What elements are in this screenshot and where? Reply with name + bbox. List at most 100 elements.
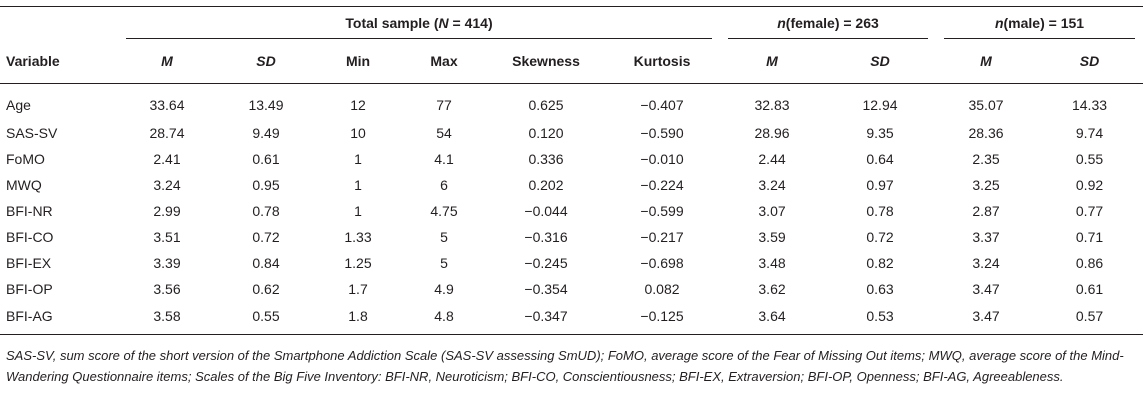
group-female-var: n — [777, 15, 786, 31]
group-male-var: n — [994, 15, 1004, 31]
cell-total-sd: 9.49 — [252, 125, 280, 141]
group-header-row: Total sample (N = 414) n(female) = 263 n… — [0, 6, 1143, 39]
cell-skewness: 0.625 — [528, 97, 564, 113]
column-header-row: Variable M SD Min Max Skewness Kurtosis … — [0, 39, 1143, 84]
table-row: BFI-NR 2.99 0.78 1 4.75 −0.044 −0.599 3.07 0.78 2… — [0, 198, 1143, 224]
cell-skewness: 0.202 — [528, 177, 564, 193]
cell-total-sd: 0.95 — [252, 177, 280, 193]
cell-total-mean: 3.51 — [153, 229, 181, 245]
group-header-empty — [0, 6, 118, 39]
column-header-male-sd: SD — [1036, 39, 1143, 84]
cell-male-mean: 2.35 — [972, 151, 1000, 167]
cell-max: 6 — [440, 177, 448, 193]
group-male-suffix: (male) = 151 — [1003, 15, 1085, 31]
cell-male-mean: 3.24 — [972, 255, 1000, 271]
column-header-skewness: Skewness — [488, 39, 604, 84]
cell-total-mean: 28.74 — [149, 125, 185, 141]
cell-skewness: 0.120 — [528, 125, 564, 141]
table-body: Age 33.64 13.49 12 77 0.625 −0.407 32.83 12.94 35… — [0, 84, 1143, 335]
cell-min: 1.25 — [344, 255, 372, 271]
cell-female-mean: 3.59 — [758, 229, 786, 245]
cell-female-sd: 9.35 — [866, 125, 894, 141]
cell-total-mean: 2.41 — [153, 151, 181, 167]
cell-male-sd: 0.71 — [1075, 229, 1104, 245]
cell-total-sd: 0.72 — [252, 229, 280, 245]
cell-kurtosis: −0.599 — [640, 203, 684, 219]
cell-total-sd: 13.49 — [248, 97, 284, 113]
cell-female-mean: 3.07 — [758, 203, 786, 219]
cell-male-mean: 3.37 — [972, 229, 1000, 245]
cell-kurtosis: −0.217 — [640, 229, 684, 245]
cell-min: 1.8 — [316, 302, 400, 335]
cell-total-mean: 3.24 — [153, 177, 181, 193]
cell-max: 4.9 — [434, 281, 454, 297]
cell-male-sd: 0.77 — [1075, 203, 1104, 219]
cell-variable: SAS-SV — [6, 125, 58, 141]
cell-female-sd: 0.63 — [866, 281, 894, 297]
table-row: FoMO 2.41 0.61 1 4.1 0.336 −0.010 2.44 0.64 2.35 0… — [0, 146, 1143, 172]
cell-min: 1 — [354, 177, 362, 193]
cell-kurtosis: −0.407 — [640, 97, 684, 113]
table-row: BFI-CO 3.51 0.72 1.33 5 −0.316 −0.217 3.59 0.72 3… — [0, 224, 1143, 250]
cell-total-sd: 0.62 — [252, 281, 280, 297]
cell-male-mean: 28.36 — [968, 125, 1004, 141]
cell-variable: BFI-EX — [6, 255, 52, 271]
cell-male-sd: 0.86 — [1075, 255, 1104, 271]
cell-variable: FoMO — [6, 151, 45, 167]
cell-kurtosis: −0.698 — [640, 255, 684, 271]
cell-female-mean: 3.62 — [758, 281, 786, 297]
cell-female-sd: 12.94 — [862, 97, 898, 113]
cell-max: 5 — [440, 255, 448, 271]
column-header-total-sd: SD — [216, 39, 316, 84]
cell-min: 1 — [354, 203, 362, 219]
column-header-variable: Variable — [0, 39, 118, 84]
cell-female-sd: 0.64 — [866, 151, 894, 167]
cell-skewness: −0.245 — [524, 255, 568, 271]
cell-min: 12 — [350, 97, 366, 113]
cell-kurtosis: −0.590 — [640, 125, 684, 141]
cell-female-sd: 0.53 — [824, 302, 937, 335]
cell-total-mean: 33.64 — [149, 97, 185, 113]
cell-male-mean: 3.47 — [936, 302, 1037, 335]
table-row: Age 33.64 13.49 12 77 0.625 −0.407 32.83 12.94 35… — [0, 84, 1143, 121]
cell-min: 1 — [354, 151, 362, 167]
cell-skewness: −0.044 — [524, 203, 568, 219]
cell-female-mean: 3.64 — [720, 302, 825, 335]
column-header-total-mean: M — [118, 39, 216, 84]
cell-skewness: −0.316 — [524, 229, 568, 245]
cell-variable: BFI-CO — [6, 229, 54, 245]
cell-variable: MWQ — [6, 177, 42, 193]
cell-male-mean: 35.07 — [968, 97, 1004, 113]
cell-male-mean: 2.87 — [972, 203, 1000, 219]
cell-female-mean: 32.83 — [754, 97, 790, 113]
cell-male-sd: 9.74 — [1075, 125, 1104, 141]
cell-variable: Age — [6, 97, 31, 113]
cell-total-mean: 3.56 — [153, 281, 181, 297]
cell-max: 4.75 — [430, 203, 458, 219]
cell-male-sd: 0.92 — [1075, 177, 1104, 193]
cell-total-sd: 0.78 — [252, 203, 280, 219]
cell-total-mean: 3.39 — [153, 255, 181, 271]
cell-female-sd: 0.82 — [866, 255, 894, 271]
cell-male-sd: 0.55 — [1075, 151, 1104, 167]
cell-variable: BFI-AG — [0, 302, 118, 335]
cell-kurtosis: 0.082 — [644, 281, 680, 297]
cell-kurtosis: −0.010 — [640, 151, 684, 167]
table-row: BFI-AG 3.58 0.55 1.8 4.8 −0.347 −0.125 3.64 0.53… — [0, 302, 1143, 335]
group-header-female: n(female) = 263 — [720, 6, 937, 39]
table-row: MWQ 3.24 0.95 1 6 0.202 −0.224 3.24 0.97 3.25 0.92 — [0, 172, 1143, 198]
cell-male-sd: 14.33 — [1071, 97, 1108, 113]
group-female-suffix: (female) = 263 — [785, 15, 879, 31]
cell-min: 1.7 — [348, 281, 368, 297]
column-header-female-mean: M — [720, 39, 825, 84]
table-footnote: SAS-SV, sum score of the short version o… — [6, 348, 1124, 384]
cell-female-sd: 0.78 — [866, 203, 894, 219]
cell-female-sd: 0.97 — [866, 177, 894, 193]
cell-skewness: −0.354 — [524, 281, 568, 297]
column-header-kurtosis: Kurtosis — [604, 39, 721, 84]
cell-male-sd: 0.57 — [1036, 302, 1143, 335]
group-total-suffix: = 414) — [448, 15, 493, 31]
column-header-female-sd: SD — [824, 39, 937, 84]
cell-max: 4.8 — [400, 302, 488, 335]
cell-total-sd: 0.55 — [216, 302, 316, 335]
